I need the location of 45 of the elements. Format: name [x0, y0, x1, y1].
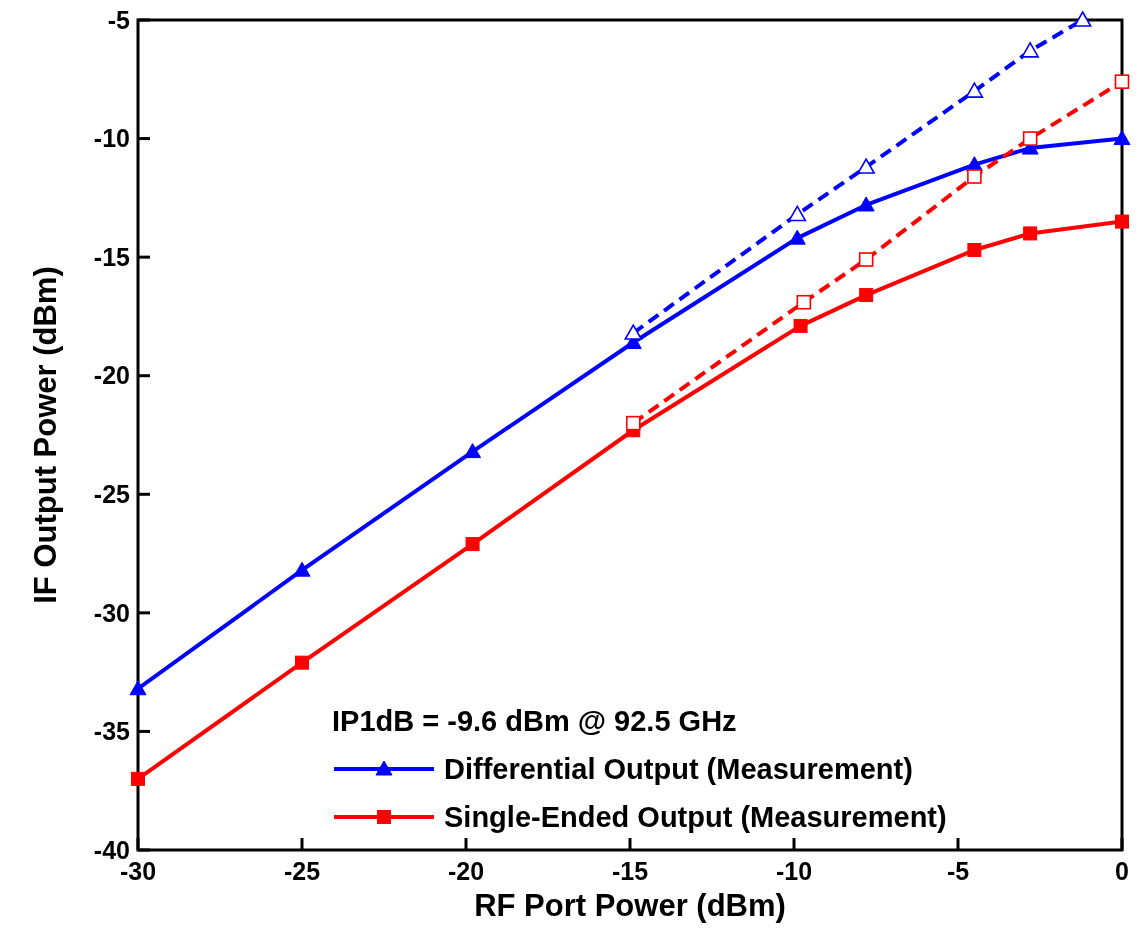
- point: [1113, 130, 1131, 146]
- y-tick-label: -20: [93, 361, 130, 390]
- point: [793, 318, 808, 333]
- point: [967, 169, 982, 184]
- point: [796, 294, 812, 310]
- point: [464, 443, 482, 459]
- point: [1021, 42, 1039, 58]
- x-tick-label: -10: [775, 857, 813, 885]
- y-tick-label: -25: [93, 480, 131, 509]
- point: [858, 252, 874, 267]
- point: [1022, 131, 1038, 146]
- point: [788, 229, 806, 245]
- legend-label: Differential Output (Measurement): [444, 753, 913, 786]
- point: [465, 537, 480, 552]
- point: [788, 205, 807, 222]
- x-tick-label: -5: [946, 857, 970, 885]
- x-tick-label: 0: [1115, 857, 1129, 885]
- point: [293, 561, 311, 577]
- point: [1114, 74, 1130, 89]
- x-tick-label: -25: [283, 857, 321, 885]
- y-tick-label: -10: [93, 124, 130, 153]
- x-tick-label: -20: [447, 857, 485, 885]
- y-tick-label: -30: [93, 598, 130, 627]
- point: [1073, 11, 1092, 27]
- point: [624, 324, 643, 340]
- legend-label: Single-Ended Output (Measurement): [444, 801, 947, 834]
- y-tick-label: -15: [93, 242, 131, 271]
- point: [857, 158, 875, 174]
- point: [965, 82, 984, 98]
- point: [1023, 226, 1038, 241]
- y-tick-label: -5: [107, 5, 131, 34]
- x-tick-label: -15: [611, 857, 649, 885]
- y-axis-title: IF Output Power (dBm): [28, 266, 63, 604]
- annotation: IP1dB = -9.6 dBm @ 92.5 GHz: [332, 705, 737, 737]
- point: [967, 243, 982, 258]
- x-axis-title: RF Port Power (dBm): [474, 888, 786, 923]
- point: [859, 288, 874, 303]
- point: [1115, 214, 1129, 229]
- y-tick-label: -35: [93, 717, 131, 746]
- point: [295, 655, 309, 670]
- y-tick-label: -40: [93, 835, 130, 864]
- point: [857, 196, 875, 212]
- point: [129, 680, 147, 696]
- point: [625, 415, 641, 431]
- point: [131, 771, 145, 786]
